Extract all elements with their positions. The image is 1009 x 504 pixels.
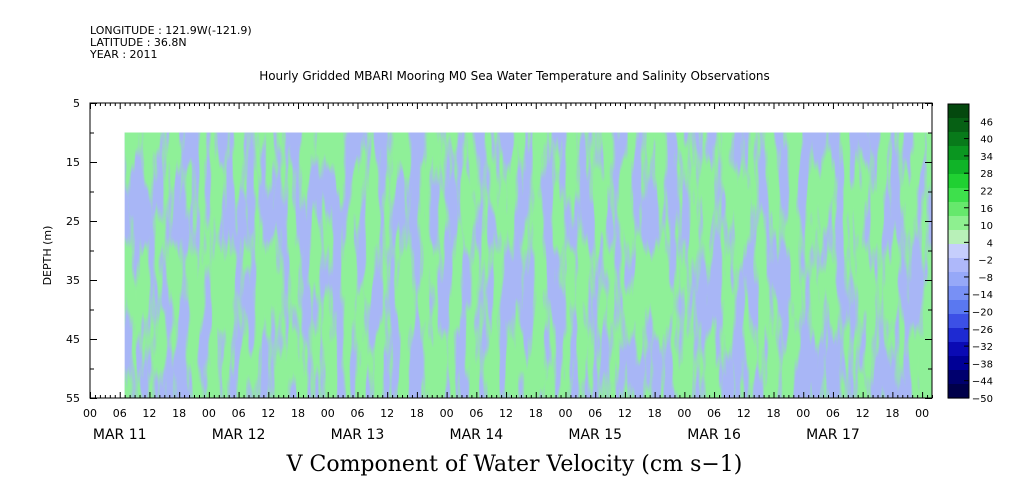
- x-day-label: MAR 15: [568, 427, 622, 443]
- x-hour-tick-label: 00: [558, 407, 572, 420]
- x-hour-tick-label: 00: [202, 407, 216, 420]
- colorbar-swatch: [948, 258, 969, 273]
- x-hour-tick-label: 06: [232, 407, 246, 420]
- x-hour-tick-label: 00: [321, 407, 335, 420]
- x-day-label: MAR 12: [212, 427, 266, 443]
- colorbar-swatch: [948, 314, 969, 329]
- x-hour-tick-label: 06: [469, 407, 483, 420]
- colorbar-swatch: [948, 188, 969, 203]
- colorbar-tick-label: 10: [980, 221, 993, 232]
- x-hour-tick-label: 00: [677, 407, 691, 420]
- colorbar-tick-label: −8: [978, 273, 993, 284]
- x-hour-tick-label: 12: [261, 407, 275, 420]
- x-hour-tick-label: 00: [915, 407, 929, 420]
- colorbar-tick-label: 22: [980, 186, 993, 197]
- colorbar-swatch: [948, 384, 969, 399]
- x-hour-tick-label: 12: [618, 407, 632, 420]
- x-hour-tick-label: 06: [113, 407, 127, 420]
- colorbar-swatch: [948, 230, 969, 245]
- x-hour-tick-label: 12: [142, 407, 156, 420]
- colorbar-swatch: [948, 370, 969, 385]
- colorbar-swatch: [948, 300, 969, 315]
- x-day-label: MAR 17: [806, 427, 860, 443]
- colorbar-swatch: [948, 272, 969, 287]
- colorbar-swatch: [948, 356, 969, 371]
- x-day-label: MAR 14: [450, 427, 504, 443]
- colorbar-tick-label: −20: [972, 308, 993, 319]
- x-hour-tick-label: 18: [172, 407, 186, 420]
- x-day-label: MAR 11: [93, 427, 147, 443]
- colorbar-swatch: [948, 202, 969, 217]
- longitude-label: LONGITUDE : 121.9W(-121.9): [90, 24, 252, 37]
- colorbar-tick-label: 40: [980, 135, 993, 146]
- y-tick-label: 45: [66, 333, 80, 346]
- x-hour-tick-label: 18: [767, 407, 781, 420]
- colorbar-tick-label: 34: [980, 152, 993, 163]
- x-hour-tick-label: 18: [291, 407, 305, 420]
- colorbar-swatch: [948, 146, 969, 161]
- chart-title-wrap: Hourly Gridded MBARI Mooring M0 Sea Wate…: [0, 69, 1009, 83]
- x-hour-tick-label: 06: [588, 407, 602, 420]
- colorbar-swatch: [948, 104, 969, 119]
- colorbar-swatch: [948, 160, 969, 175]
- colorbar-tick-label: −32: [972, 342, 993, 353]
- x-axis-title: V Component of Water Velocity (cm s−1): [286, 452, 743, 477]
- axes: 00 06 12 18 00 06 12 18 00 06 12 18 00 06 12 18 00 06 12 18…: [41, 97, 933, 443]
- x-hour-tick-label: 06: [826, 407, 840, 420]
- x-hour-tick-label: 18: [648, 407, 662, 420]
- colorbar-tick-label: −2: [978, 256, 993, 267]
- y-tick-label: 35: [66, 274, 80, 287]
- colorbar-tick-label: −26: [972, 325, 993, 336]
- x-hour-tick-label: 06: [350, 407, 364, 420]
- y-tick-label: 55: [66, 392, 80, 405]
- colorbar-tick-label: −38: [972, 359, 993, 370]
- x-hour-tick-label: 18: [529, 407, 543, 420]
- x-axis-title-wrap: V Component of Water Velocity (cm s−1): [0, 452, 1009, 477]
- x-hour-tick-label: 12: [380, 407, 394, 420]
- chart-title: Hourly Gridded MBARI Mooring M0 Sea Wate…: [259, 69, 770, 83]
- colorbar-tick-label: −44: [972, 377, 993, 388]
- plot-area: [124, 132, 932, 398]
- x-day-label: MAR 16: [687, 427, 741, 443]
- colorbar-tick-label: 4: [987, 238, 993, 249]
- x-hour-tick-label: 12: [856, 407, 870, 420]
- y-axis-title: DEPTH (m): [41, 226, 54, 286]
- x-hour-tick-label: 00: [796, 407, 810, 420]
- colorbar-tick-label: −14: [972, 290, 993, 301]
- y-tick-label: 25: [66, 215, 80, 228]
- colorbar-tick-label: −50: [972, 394, 993, 405]
- colorbar-swatch: [948, 132, 969, 147]
- colorbar-frame: [947, 103, 970, 399]
- colorbar: 46 40 34 28 22 16 10 4 −2 −8 −14 −20 −26 −32 −38 −44 −50: [947, 103, 993, 405]
- colorbar-swatch: [948, 118, 969, 133]
- y-tick-label: 5: [73, 97, 80, 110]
- colorbar-swatch: [948, 286, 969, 301]
- x-day-label: MAR 13: [331, 427, 385, 443]
- colorbar-tick-label: 28: [980, 169, 993, 180]
- x-hour-tick-label: 12: [499, 407, 513, 420]
- colorbar-tick-label: 16: [980, 204, 993, 215]
- year-label: YEAR : 2011: [90, 48, 158, 61]
- colorbar-swatch: [948, 328, 969, 343]
- x-hour-tick-label: 00: [440, 407, 454, 420]
- x-hour-tick-label: 18: [885, 407, 899, 420]
- y-tick-label: 15: [66, 156, 80, 169]
- latitude-label: LATITUDE : 36.8N: [90, 36, 187, 49]
- colorbar-tick-label: 46: [980, 117, 993, 128]
- colorbar-swatch: [948, 342, 969, 357]
- x-hour-tick-label: 12: [737, 407, 751, 420]
- x-hour-tick-label: 00: [83, 407, 97, 420]
- heatmap-field-pattern: [124, 132, 932, 398]
- x-hour-tick-label: 18: [410, 407, 424, 420]
- colorbar-swatch: [948, 244, 969, 259]
- colorbar-swatch: [948, 216, 969, 231]
- colorbar-swatch: [948, 174, 969, 189]
- x-hour-tick-label: 06: [707, 407, 721, 420]
